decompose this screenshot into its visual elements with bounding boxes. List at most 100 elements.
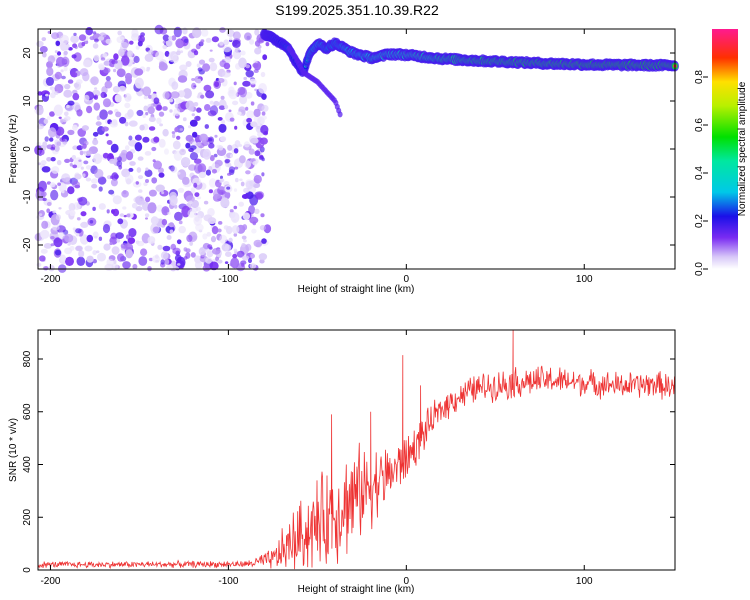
- noise-speckle: [234, 166, 239, 170]
- noise-speckle: [250, 253, 256, 259]
- noise-speckle: [151, 146, 157, 152]
- noise-speckle: [158, 111, 165, 117]
- noise-speckle: [134, 68, 144, 76]
- snr-panel: -200 -100 0 100 0 200 400 600 800 Height of stra…: [8, 329, 676, 595]
- noise-speckle: [174, 211, 183, 221]
- noise-speckle: [223, 62, 231, 70]
- noise-speckle: [250, 121, 258, 128]
- noise-speckle: [239, 94, 248, 105]
- noise-speckle: [236, 250, 245, 258]
- noise-speckle: [202, 233, 208, 240]
- noise-speckle: [42, 141, 48, 148]
- noise-speckle: [176, 135, 181, 140]
- y-tick-label: 0: [22, 567, 33, 573]
- noise-speckle: [46, 157, 52, 162]
- noise-speckle: [256, 123, 261, 126]
- noise-speckle: [49, 111, 55, 117]
- noise-speckle: [208, 57, 215, 63]
- noise-speckle: [205, 90, 215, 99]
- x-tick-label: 0: [404, 576, 410, 587]
- noise-speckle: [92, 206, 96, 211]
- noise-speckle: [217, 117, 223, 121]
- noise-speckle: [261, 104, 269, 112]
- noise-speckle: [58, 231, 65, 240]
- noise-speckle: [81, 125, 89, 131]
- noise-speckle: [102, 98, 112, 108]
- noise-speckle: [228, 109, 232, 113]
- noise-speckle: [71, 54, 77, 59]
- noise-speckle: [143, 105, 149, 112]
- noise-speckle: [95, 250, 100, 254]
- noise-speckle: [58, 116, 62, 120]
- noise-speckle: [72, 164, 78, 169]
- noise-speckle: [256, 125, 260, 130]
- colorbar-tick-label: 0.4: [694, 166, 705, 180]
- y-tick-label: 10: [22, 95, 33, 107]
- noise-speckle: [265, 42, 270, 47]
- noise-speckle: [169, 109, 173, 113]
- noise-speckle: [192, 27, 202, 39]
- noise-speckle: [191, 199, 199, 209]
- noise-speckle: [126, 151, 134, 161]
- noise-speckle: [162, 40, 166, 44]
- noise-speckle: [124, 72, 133, 81]
- noise-speckle: [174, 127, 179, 133]
- noise-speckle: [180, 157, 191, 167]
- snr-line: [37, 329, 675, 570]
- colorbar-tick-label: 0.2: [694, 214, 705, 228]
- noise-speckle: [42, 52, 47, 58]
- noise-speckle: [263, 131, 269, 136]
- noise-speckle: [51, 32, 60, 40]
- noise-speckle: [261, 93, 267, 100]
- signal-branch: [337, 111, 343, 118]
- noise-speckle: [100, 91, 107, 99]
- noise-speckle: [53, 104, 63, 117]
- noise-speckle: [72, 43, 78, 48]
- noise-speckle: [51, 166, 60, 174]
- noise-speckle: [57, 182, 61, 186]
- noise-speckle: [254, 29, 260, 36]
- noise-speckle: [233, 233, 238, 237]
- noise-speckle: [156, 117, 162, 125]
- noise-speckle: [76, 79, 83, 85]
- noise-speckle: [168, 36, 173, 40]
- noise-speckle: [173, 108, 181, 116]
- noise-speckle: [245, 170, 251, 175]
- noise-speckle: [72, 227, 76, 231]
- noise-speckle: [113, 53, 119, 61]
- noise-speckle: [224, 158, 231, 164]
- noise-speckle: [238, 201, 244, 207]
- noise-speckle: [138, 256, 148, 266]
- noise-speckle: [110, 143, 119, 153]
- noise-speckle: [135, 45, 140, 50]
- noise-speckle: [219, 27, 226, 33]
- noise-speckle: [41, 220, 49, 229]
- noise-speckle: [159, 123, 164, 127]
- noise-speckle: [117, 253, 125, 262]
- noise-speckle: [249, 263, 257, 269]
- noise-speckle: [82, 173, 86, 177]
- noise-speckle: [142, 136, 150, 143]
- noise-speckle: [245, 106, 249, 111]
- noise-speckle: [173, 26, 182, 38]
- noise-speckle: [80, 166, 84, 170]
- noise-speckle: [117, 156, 122, 162]
- noise-speckle: [144, 213, 150, 218]
- noise-speckle: [121, 190, 129, 198]
- noise-speckle: [182, 88, 192, 99]
- noise-speckle: [227, 172, 232, 176]
- noise-speckle: [158, 172, 165, 178]
- noise-speckle: [69, 245, 75, 251]
- noise-speckle: [103, 60, 110, 66]
- noise-speckle: [137, 40, 143, 47]
- noise-speckle: [258, 83, 267, 94]
- noise-speckle: [230, 154, 233, 158]
- noise-speckle: [117, 218, 124, 225]
- noise-speckle: [98, 236, 103, 241]
- noise-speckle: [198, 59, 206, 65]
- noise-speckle: [38, 210, 45, 217]
- noise-speckle: [171, 131, 176, 135]
- noise-speckle: [73, 82, 80, 88]
- noise-speckle: [208, 189, 213, 194]
- noise-speckle: [194, 216, 200, 222]
